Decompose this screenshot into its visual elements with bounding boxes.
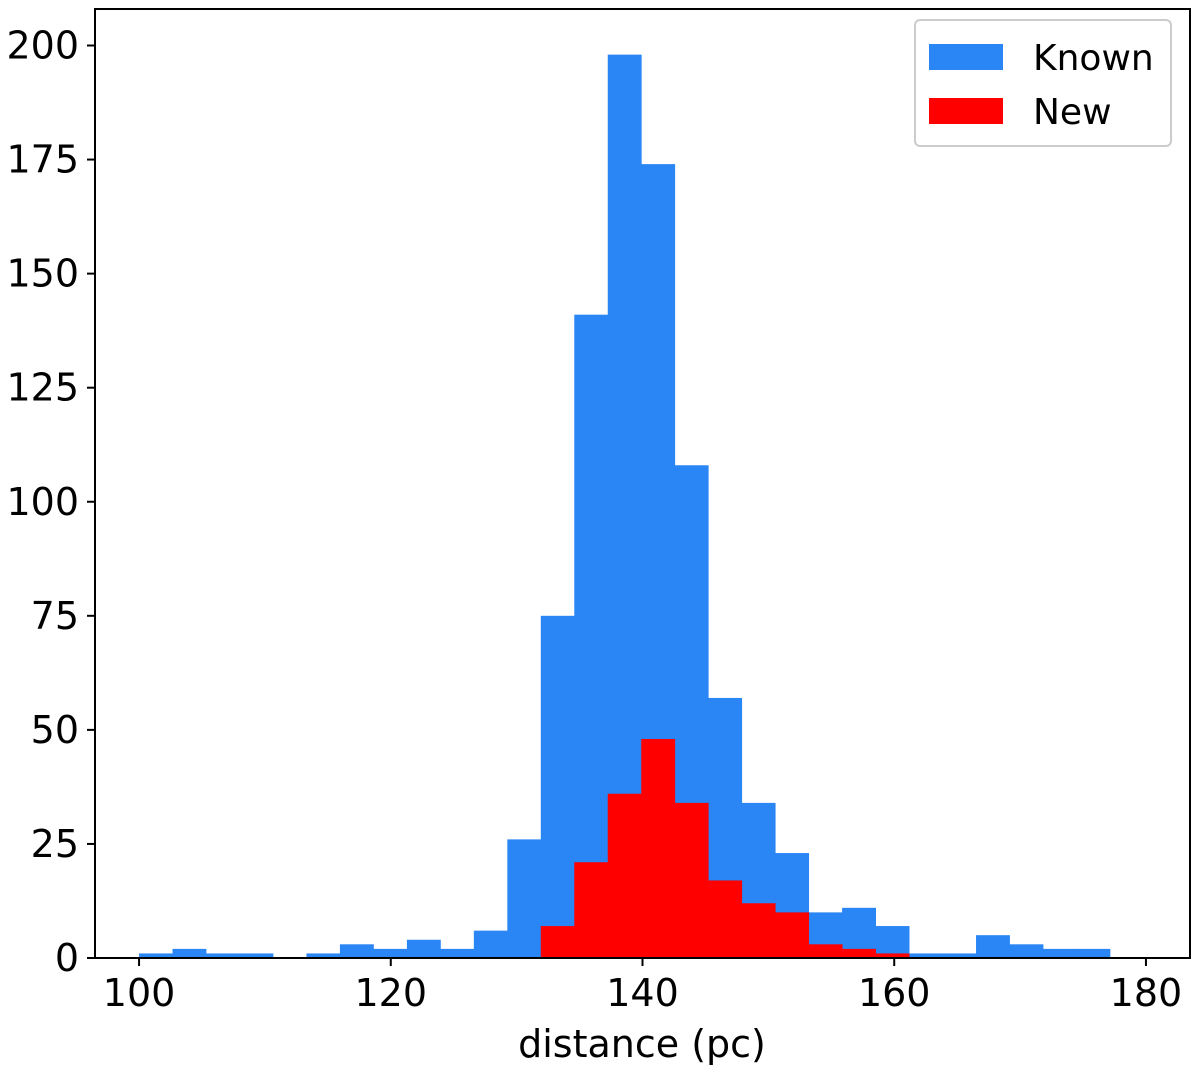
x-tick-label: 160 bbox=[858, 971, 931, 1015]
bar-known-23 bbox=[909, 953, 943, 958]
bar-new-10 bbox=[875, 953, 910, 958]
bar-known-28 bbox=[1076, 948, 1111, 959]
bar-new-1 bbox=[574, 862, 609, 958]
legend-label-known: Known bbox=[1033, 38, 1154, 79]
legend-swatch-new bbox=[929, 98, 1003, 124]
y-tick-label: 175 bbox=[6, 138, 79, 182]
y-tick-label: 100 bbox=[6, 480, 79, 524]
bar-new-3 bbox=[641, 739, 676, 958]
bar-new-4 bbox=[674, 802, 709, 959]
new-bars bbox=[540, 739, 910, 959]
legend: Known New bbox=[914, 19, 1172, 147]
bar-known-27 bbox=[1042, 948, 1077, 959]
bar-new-9 bbox=[842, 948, 876, 959]
x-tick-label: 140 bbox=[606, 971, 679, 1015]
bar-known-7 bbox=[373, 948, 408, 959]
y-tick-label: 150 bbox=[6, 252, 79, 296]
bar-known-6 bbox=[339, 944, 374, 958]
y-tick-label: 75 bbox=[31, 594, 79, 638]
x-tick-label: 100 bbox=[103, 971, 176, 1015]
bar-known-5 bbox=[306, 953, 341, 958]
bar-known-3 bbox=[239, 953, 274, 958]
bar-known-1 bbox=[172, 948, 207, 959]
bar-known-8 bbox=[406, 939, 441, 958]
legend-swatch-known bbox=[929, 44, 1003, 70]
x-tick-label: 180 bbox=[1110, 971, 1183, 1015]
y-tick-label: 125 bbox=[6, 366, 79, 410]
bar-new-0 bbox=[540, 926, 575, 958]
bar-known-22 bbox=[875, 926, 910, 958]
bar-known-2 bbox=[206, 953, 240, 958]
y-tick-label: 50 bbox=[31, 708, 79, 752]
bar-known-24 bbox=[942, 953, 977, 958]
x-axis-title: distance (pc) bbox=[518, 1022, 766, 1066]
legend-label-new: New bbox=[1033, 92, 1112, 133]
y-axis: 0 25 50 75 100 125 150 175 200 bbox=[6, 24, 95, 980]
y-tick-label: 200 bbox=[6, 24, 79, 68]
bar-known-11 bbox=[507, 839, 542, 959]
bar-new-2 bbox=[607, 793, 642, 958]
x-tick-label: 120 bbox=[355, 971, 428, 1015]
bar-known-13 bbox=[574, 314, 609, 958]
y-tick-label: 0 bbox=[55, 936, 79, 980]
bar-known-26 bbox=[1009, 944, 1044, 958]
bar-known-0 bbox=[139, 953, 173, 958]
bar-known-9 bbox=[440, 948, 475, 959]
bar-known-10 bbox=[473, 930, 508, 959]
bar-known-12 bbox=[540, 615, 575, 958]
bar-new-8 bbox=[808, 944, 843, 958]
y-tick-label: 25 bbox=[31, 822, 79, 866]
bar-known-25 bbox=[976, 935, 1010, 958]
bar-new-5 bbox=[708, 880, 743, 958]
bar-new-7 bbox=[775, 912, 810, 959]
x-axis: 100 120 140 160 180 bbox=[103, 958, 1182, 1015]
bar-new-6 bbox=[741, 903, 776, 958]
